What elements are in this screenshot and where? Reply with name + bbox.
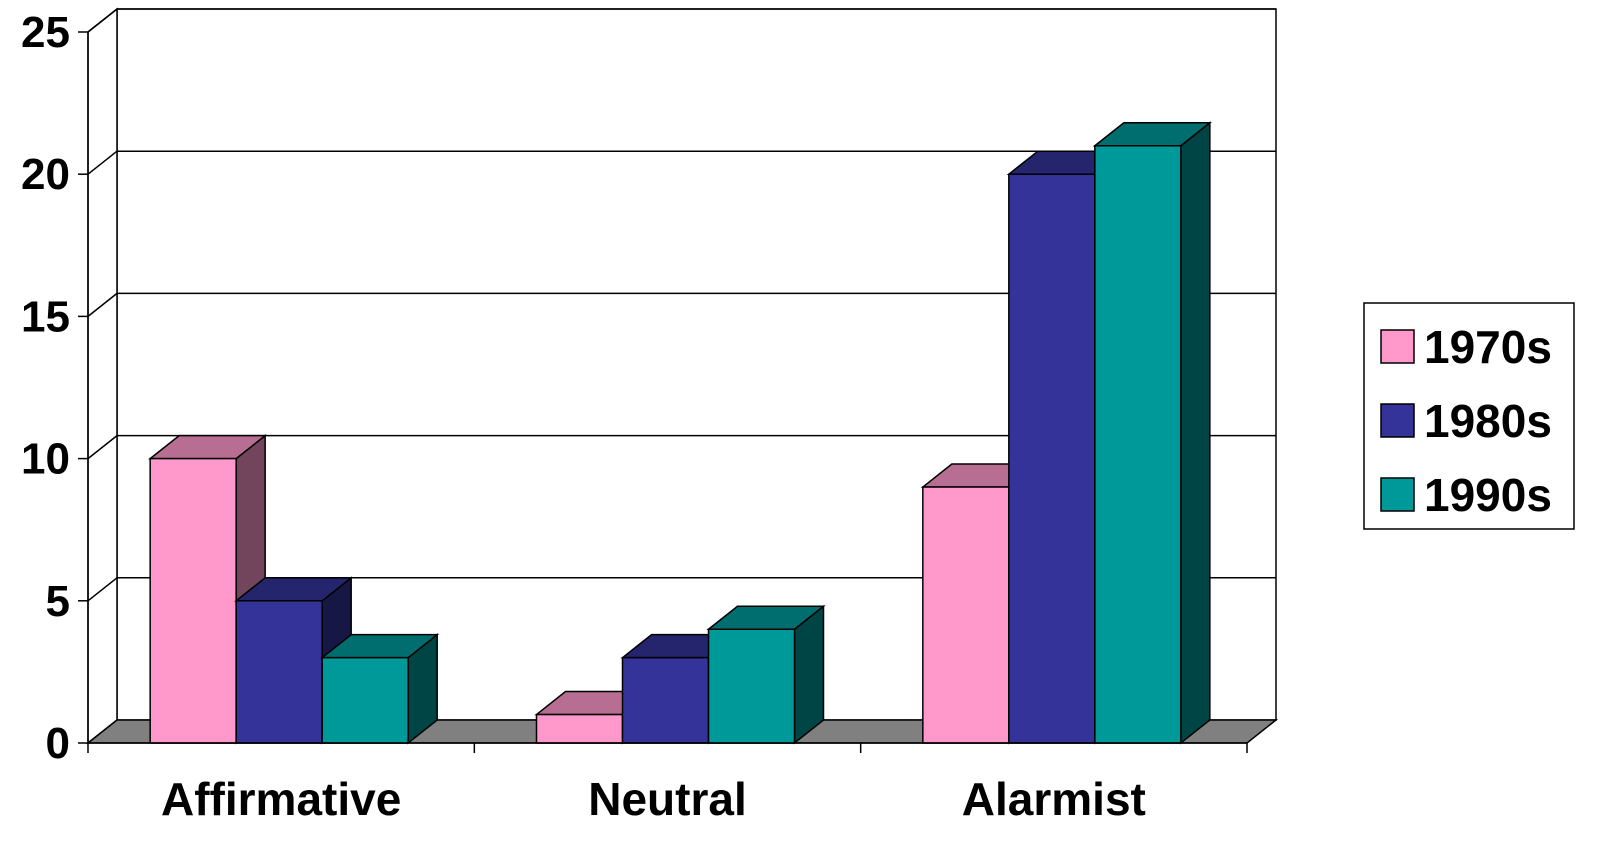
bar-front-face — [321, 656, 409, 744]
legend-label: 1970s — [1424, 321, 1552, 373]
y-tick-label: 15 — [21, 292, 70, 341]
bar-front-face — [149, 457, 237, 744]
gridline-side — [87, 577, 118, 602]
legend-label: 1990s — [1424, 469, 1552, 521]
axes-group: 0 5 10 15 20 25 Affirmative Neutral Alarmist — [21, 8, 1248, 825]
legend: 1970s 1980s 1990s — [1363, 302, 1575, 530]
legend-swatch — [1380, 329, 1415, 364]
legend-label: 1980s — [1424, 395, 1552, 447]
gridline-side — [87, 435, 118, 460]
bar-side-face — [1180, 121, 1211, 745]
bars-group — [148, 121, 1212, 745]
bar-front-face — [922, 486, 1010, 744]
bar-1990s-neutral — [706, 604, 826, 745]
side-wall — [87, 7, 118, 745]
y-tick-label: 20 — [21, 150, 70, 199]
gridline-side — [87, 292, 118, 317]
x-tick-label: Alarmist — [962, 773, 1146, 825]
y-tick-label: 25 — [21, 8, 70, 57]
bar-side-face — [793, 604, 825, 745]
bar-1990s-affirmative — [320, 633, 440, 745]
gridline-side — [87, 8, 118, 33]
legend-swatch — [1380, 477, 1415, 512]
x-tick-label: Affirmative — [161, 773, 401, 825]
bar-front-face — [1094, 145, 1182, 744]
bar-front-face — [621, 656, 710, 744]
bar-1990s-alarmist — [1092, 121, 1212, 745]
y-tick-label: 5 — [46, 577, 70, 626]
legend-swatch — [1380, 403, 1415, 438]
bar-front-face — [535, 713, 624, 744]
y-tick-label: 0 — [46, 719, 70, 768]
bar-front-face — [1008, 173, 1096, 744]
gridline-side — [87, 150, 118, 175]
y-tick-label: 10 — [21, 435, 70, 484]
x-tick-label: Neutral — [588, 773, 746, 825]
bar-front-face — [707, 628, 796, 744]
bar-front-face — [235, 600, 323, 744]
